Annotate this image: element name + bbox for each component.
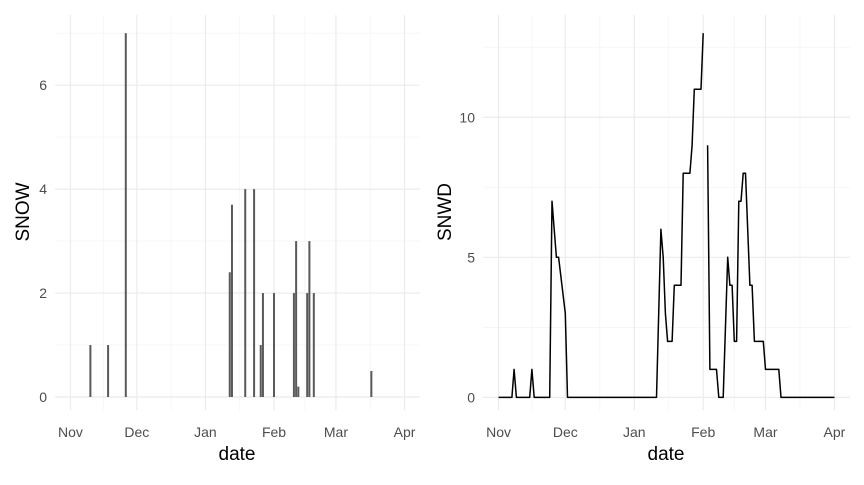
y-tick-label: 5 [467,249,475,265]
bar [370,371,372,397]
x-tick-label: Dec [124,424,149,440]
snow-y-axis-title: SNOW [13,182,34,241]
y-tick-label: 2 [39,285,47,301]
x-tick-label: Mar [324,424,348,440]
bar [297,387,299,397]
snwd-panel: 0 5 10 Nov Dec Jan Feb Mar Apr [459,15,850,440]
snow-x-axis-title: date [219,444,256,465]
bar [273,293,275,397]
bar [308,241,310,397]
x-tick-label: Feb [691,424,715,440]
bar [89,345,91,397]
bar [253,189,255,397]
bar [260,345,262,397]
x-tick-label: Feb [262,424,286,440]
snwd-y-axis-title: SNWD [435,183,456,241]
x-tick-label: Nov [486,424,511,440]
series-line [708,145,835,397]
x-tick-label: Apr [824,424,846,440]
y-tick-label: 4 [39,181,47,197]
bar [107,345,109,397]
y-tick-label: 0 [467,389,475,405]
y-tick-label: 6 [39,77,47,93]
y-tick-label: 10 [459,109,475,125]
bar [262,293,264,397]
x-tick-label: Apr [394,424,416,440]
bar [229,272,231,397]
bar [313,293,315,397]
snwd-x-axis-title: date [648,444,685,465]
y-tick-label: 0 [39,389,47,405]
x-tick-label: Mar [753,424,777,440]
x-tick-label: Nov [58,424,83,440]
bar [244,189,246,397]
snow-panel: 0 2 4 6 Nov Dec Jan Feb Mar Apr [39,15,420,440]
bar [306,293,308,397]
bar [293,293,295,397]
x-tick-label: Dec [553,424,578,440]
bar [125,33,127,397]
bar [295,241,297,397]
x-tick-label: Jan [194,424,217,440]
series-line [499,33,704,397]
x-tick-label: Jan [623,424,646,440]
bar [231,205,233,397]
